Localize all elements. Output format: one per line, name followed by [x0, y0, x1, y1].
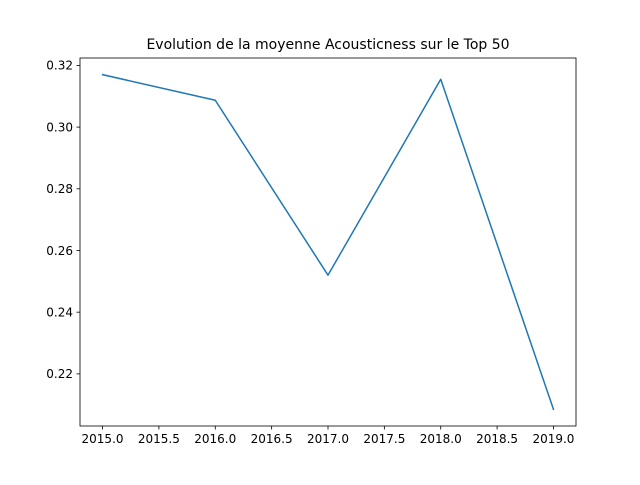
- y-tick-label: 0.22: [46, 367, 73, 381]
- y-tick-label: 0.24: [46, 305, 73, 319]
- x-tick-label: 2018.5: [476, 432, 518, 446]
- data-point: [214, 99, 216, 101]
- plot-frame: [79, 57, 577, 427]
- data-point: [553, 408, 555, 410]
- y-tick-label: 0.30: [46, 120, 73, 134]
- chart-title: Evolution de la moyenne Acousticness sur…: [146, 37, 509, 53]
- x-tick-label: 2017.0: [307, 432, 349, 446]
- x-tick-label: 2018.0: [420, 432, 462, 446]
- series-line: [101, 73, 555, 411]
- y-tick-label: 0.32: [46, 59, 73, 73]
- data-point: [327, 274, 329, 276]
- y-tick-label: 0.28: [46, 182, 73, 196]
- x-tick-label: 2016.5: [251, 432, 293, 446]
- x-tick-label: 2015.0: [82, 432, 124, 446]
- x-tick-label: 2019.0: [532, 432, 574, 446]
- x-tick-label: 2015.5: [138, 432, 180, 446]
- series-layer: [101, 73, 555, 411]
- x-tick-label: 2016.0: [194, 432, 236, 446]
- x-tick-label: 2017.5: [363, 432, 405, 446]
- data-point: [440, 78, 442, 80]
- data-point: [102, 74, 104, 76]
- y-tick-label: 0.26: [46, 244, 73, 258]
- axes: 2015.0 2015.5 2016.0 2016.5 2017.0 2017.5 2018…: [46, 57, 577, 446]
